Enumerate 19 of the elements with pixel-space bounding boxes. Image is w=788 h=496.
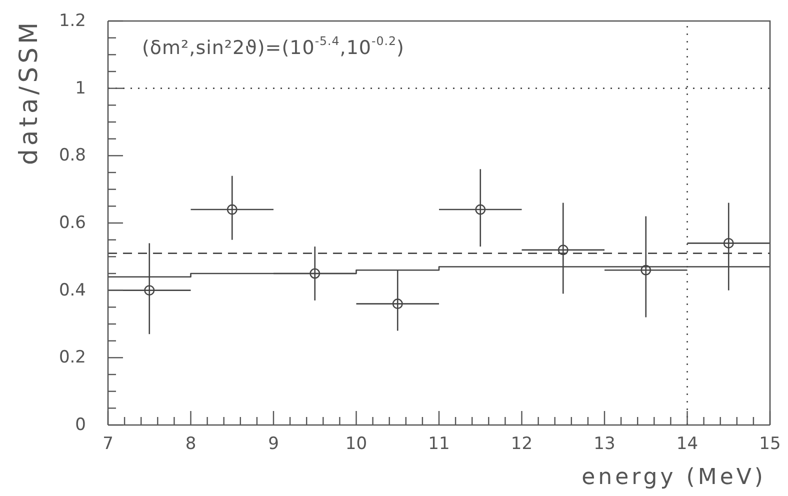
annotation: (δm²,sin²2ϑ)=(10$^{-5.4}$,10$^{-0.2}$)	[142, 34, 404, 59]
y-tick-label: 1	[75, 78, 86, 98]
x-tick-label: 10	[345, 434, 368, 454]
x-tick-label: 8	[185, 434, 196, 454]
y-tick-label: 1.2	[58, 11, 86, 31]
y-tick-label: 0.6	[58, 213, 86, 233]
x-tick-label: 15	[759, 434, 781, 454]
x-tick-label: 11	[428, 434, 450, 454]
x-tick-label: 7	[102, 434, 114, 454]
x-tick-label: 12	[510, 434, 533, 454]
y-tick-label: 0.8	[58, 146, 86, 166]
x-tick-label: 9	[268, 434, 279, 454]
y-tick-label: 0.4	[58, 280, 86, 300]
y-tick-label: 0.2	[58, 348, 86, 368]
y-tick-label: 0	[75, 415, 86, 435]
x-axis-title: energy (MeV)	[582, 464, 766, 490]
y-axis-title: data/SSM	[14, 18, 42, 166]
x-tick-label: 13	[594, 434, 616, 454]
x-tick-label: 14	[676, 434, 698, 454]
